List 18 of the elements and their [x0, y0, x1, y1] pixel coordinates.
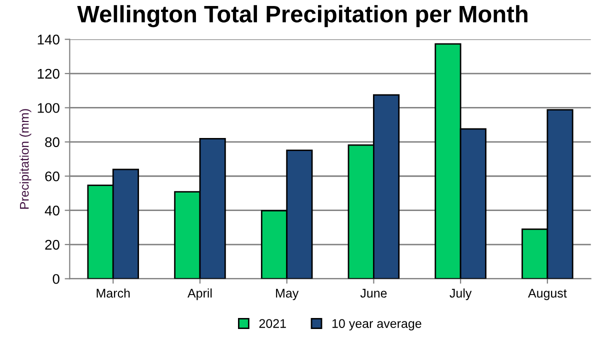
x-tick-label: April	[188, 288, 212, 300]
y-tick-label: 60	[45, 171, 60, 182]
legend-label: 2021	[259, 319, 286, 328]
x-tick-label: July	[450, 288, 472, 300]
y-axis-title: Precipitation (mm)	[20, 109, 32, 209]
chart-title: Wellington Total Precipitation per Month	[77, 5, 528, 28]
y-tick-label: 100	[38, 103, 60, 113]
legend-label: 10 year average	[332, 319, 422, 330]
y-tick-label: 40	[44, 206, 60, 216]
y-tick-label: 20	[45, 240, 60, 250]
y-tick-label: 0	[52, 274, 60, 284]
y-tick-label: 80	[45, 137, 60, 148]
x-tick-label: March	[96, 288, 130, 298]
y-tick-label: 140	[38, 34, 60, 44]
x-tick-label: August	[528, 288, 567, 300]
y-tick-label: 120	[38, 68, 60, 79]
x-tick-label: May	[276, 288, 299, 300]
x-tick-label: June	[360, 288, 387, 298]
